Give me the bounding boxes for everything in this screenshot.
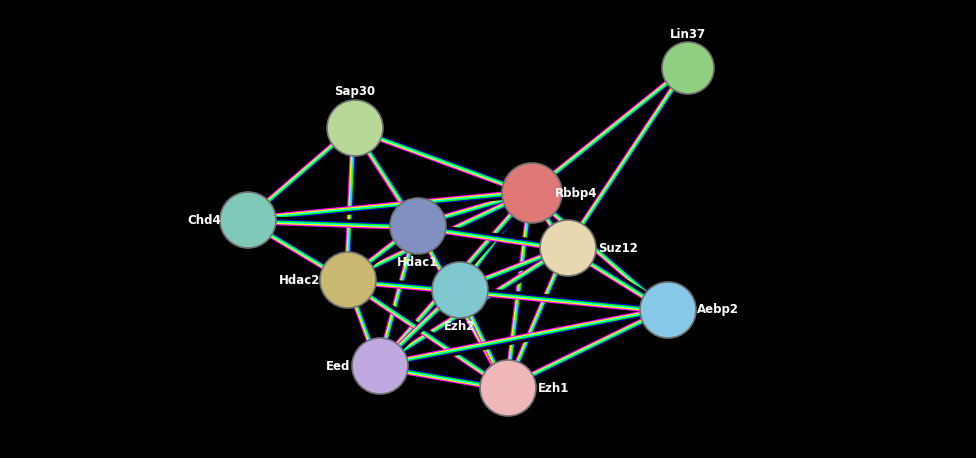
Text: Chd4: Chd4	[187, 213, 221, 227]
Circle shape	[432, 262, 488, 318]
Circle shape	[220, 192, 276, 248]
Text: Sap30: Sap30	[335, 86, 376, 98]
Circle shape	[327, 100, 383, 156]
Text: Ezh1: Ezh1	[539, 382, 570, 394]
Circle shape	[662, 42, 714, 94]
Text: Suz12: Suz12	[598, 241, 638, 255]
Text: Rbbp4: Rbbp4	[554, 186, 597, 200]
Circle shape	[390, 198, 446, 254]
Text: Eed: Eed	[326, 360, 350, 372]
Circle shape	[352, 338, 408, 394]
Circle shape	[540, 220, 596, 276]
Circle shape	[640, 282, 696, 338]
Circle shape	[502, 163, 562, 223]
Text: Lin37: Lin37	[670, 27, 706, 40]
Circle shape	[320, 252, 376, 308]
Circle shape	[480, 360, 536, 416]
Text: Hdac2: Hdac2	[279, 273, 321, 287]
Text: Aebp2: Aebp2	[697, 304, 739, 316]
Text: Hdac1: Hdac1	[397, 256, 438, 268]
Text: Ezh2: Ezh2	[444, 320, 475, 333]
